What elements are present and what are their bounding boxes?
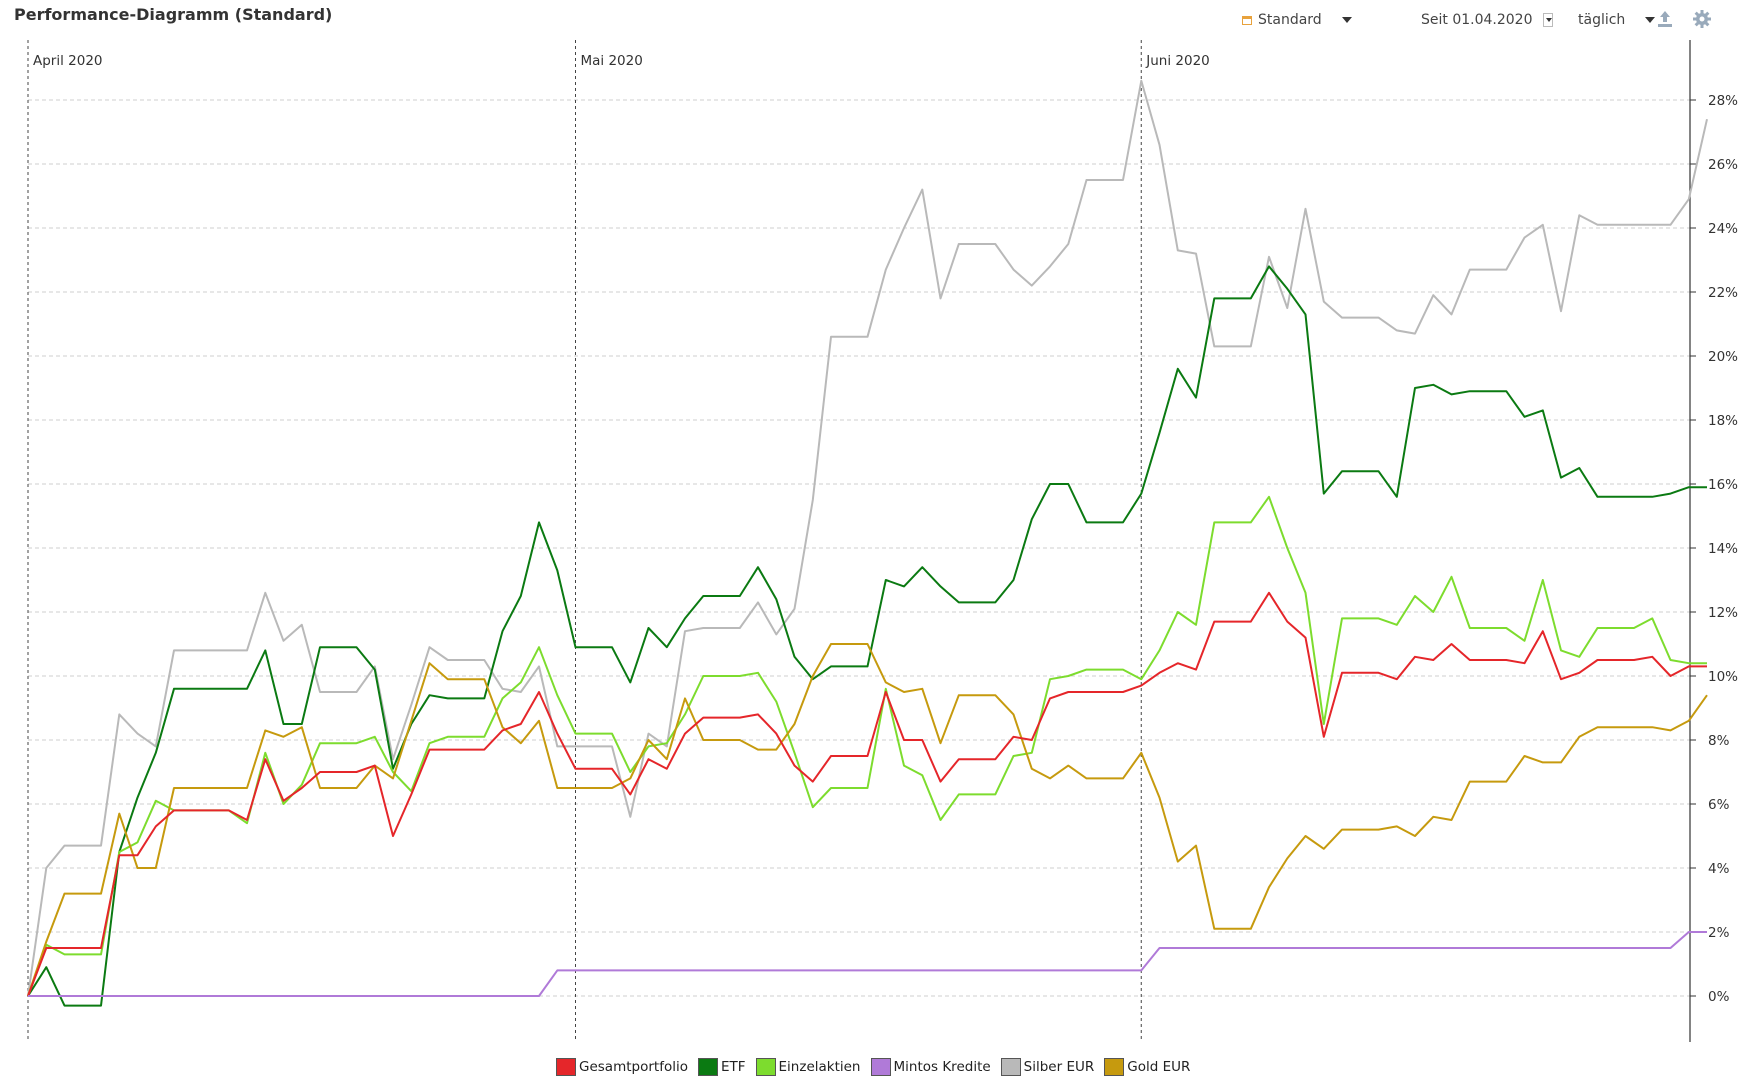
view-select-label: Standard: [1258, 12, 1322, 28]
legend-item[interactable]: Mintos Kredite: [870, 1058, 1001, 1076]
chart-legend: Gesamtportfolio ETF Einzelaktien Mintos Kre…: [556, 1057, 1200, 1077]
chevron-down-icon: [1542, 13, 1553, 27]
y-tick-label: 8%: [1708, 733, 1730, 749]
y-tick-label: 20%: [1708, 349, 1738, 365]
legend-label: ETF: [720, 1059, 746, 1075]
legend-item[interactable]: Einzelaktien: [755, 1058, 871, 1076]
since-date-label: Seit 01.04.2020: [1421, 12, 1533, 28]
y-tick-label: 16%: [1708, 477, 1738, 493]
legend-label: Silber EUR: [1023, 1059, 1095, 1075]
y-tick-label: 6%: [1708, 797, 1730, 813]
chevron-down-icon: [1645, 17, 1656, 23]
legend-item[interactable]: Silber EUR: [1000, 1058, 1105, 1076]
month-label: April 2020: [33, 53, 103, 69]
legend-swatch: [1104, 1058, 1125, 1076]
interval-label: täglich: [1578, 12, 1626, 28]
y-tick-label: 22%: [1708, 285, 1738, 301]
y-tick-label: 10%: [1708, 669, 1738, 685]
series-line-gold-eur: [27, 643, 1708, 997]
view-select[interactable]: Standard: [1242, 10, 1352, 30]
y-tick-label: 24%: [1708, 221, 1738, 237]
legend-swatch: [697, 1058, 718, 1076]
legend-label: Mintos Kredite: [893, 1059, 991, 1075]
y-tick-label: 12%: [1708, 605, 1738, 621]
y-tick-label: 14%: [1708, 541, 1738, 557]
legend-item[interactable]: ETF: [697, 1058, 756, 1076]
legend-label: Gold EUR: [1127, 1059, 1191, 1075]
y-tick-label: 0%: [1708, 989, 1730, 1005]
interval-select[interactable]: täglich: [1578, 10, 1656, 30]
legend-item[interactable]: Gesamtportfolio: [556, 1058, 698, 1076]
y-tick-label: 4%: [1708, 861, 1730, 877]
y-tick-label: 26%: [1708, 157, 1738, 173]
legend-item[interactable]: Gold EUR: [1104, 1058, 1200, 1076]
export-icon: [1658, 11, 1672, 27]
series-line-mintos-kredite: [28, 931, 1707, 997]
legend-swatch: [870, 1058, 891, 1076]
series-line-gesamtportfolio: [27, 591, 1707, 997]
performance-chart: 0% 2% 4% 6% 8% 10% 12% 14% 16% 18% 20% 22% 24% 26% 28%…: [27, 40, 1738, 1042]
month-label: Mai 2020: [581, 53, 643, 69]
page-title: Performance-Diagramm (Standard): [14, 5, 333, 24]
series-line-silber-eur: [27, 79, 1708, 997]
legend-label: Gesamtportfolio: [579, 1059, 688, 1075]
y-tick-label: 28%: [1708, 93, 1738, 109]
legend-swatch: [755, 1058, 776, 1076]
legend-swatch: [556, 1058, 576, 1076]
y-tick-label: 2%: [1708, 925, 1730, 941]
settings-button[interactable]: [1692, 9, 1712, 29]
series-line-etf: [27, 265, 1707, 1007]
chart-view-icon: [1242, 15, 1252, 25]
legend-swatch: [1000, 1058, 1021, 1076]
gear-icon: [1693, 10, 1711, 28]
chevron-down-icon: [1341, 17, 1352, 23]
since-date-select[interactable]: Seit 01.04.2020: [1421, 10, 1553, 30]
y-tick-label: 18%: [1708, 413, 1738, 429]
export-button[interactable]: [1655, 9, 1675, 29]
series-line-einzelaktien: [27, 495, 1707, 997]
month-label: Juni 2020: [1145, 53, 1210, 69]
legend-label: Einzelaktien: [778, 1059, 861, 1075]
